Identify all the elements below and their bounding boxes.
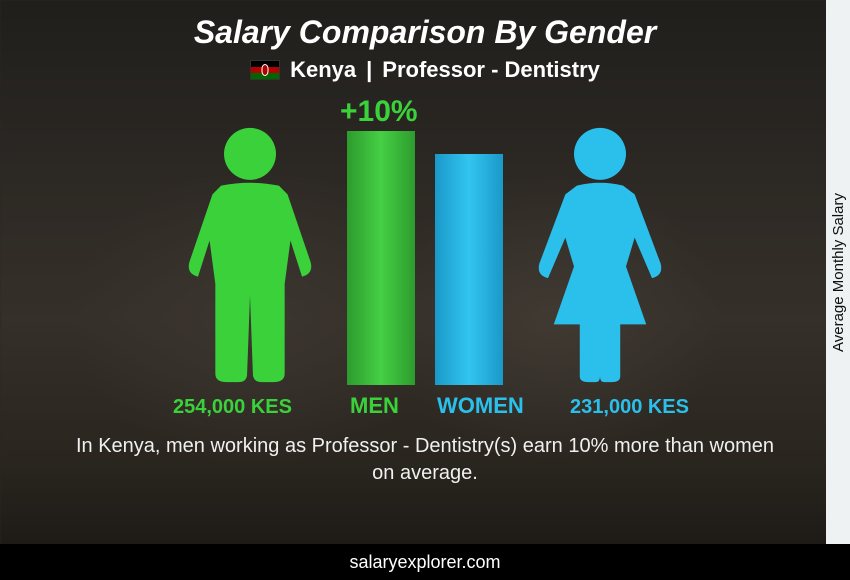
kenya-flag-icon — [250, 60, 280, 80]
salary-women: 231,000 KES — [570, 396, 689, 419]
salary-men: 254,000 KES — [173, 396, 292, 419]
bar-women — [435, 154, 503, 385]
footer: salaryexplorer.com — [0, 544, 850, 580]
job-label: Professor - Dentistry — [382, 57, 600, 83]
chart-area: +10% 254,000 KES MEN WOMEN 231,000 KES — [145, 95, 705, 425]
man-icon — [175, 125, 325, 385]
difference-label: +10% — [340, 95, 418, 129]
axis-label-women: WOMEN — [437, 393, 524, 419]
page-title: Salary Comparison By Gender — [194, 14, 656, 51]
woman-icon — [525, 125, 675, 385]
bar-men — [347, 131, 415, 385]
summary-text: In Kenya, men working as Professor - Den… — [75, 433, 775, 487]
axis-label-men: MEN — [350, 393, 399, 419]
separator: | — [366, 57, 372, 83]
footer-text: salaryexplorer.com — [349, 552, 500, 573]
country-label: Kenya — [290, 57, 356, 83]
side-caption: Average Monthly Salary — [830, 193, 847, 352]
subtitle-row: Kenya | Professor - Dentistry — [250, 57, 600, 83]
side-caption-bar: Average Monthly Salary — [826, 0, 850, 544]
content-container: Salary Comparison By Gender Kenya | Prof… — [0, 0, 850, 580]
